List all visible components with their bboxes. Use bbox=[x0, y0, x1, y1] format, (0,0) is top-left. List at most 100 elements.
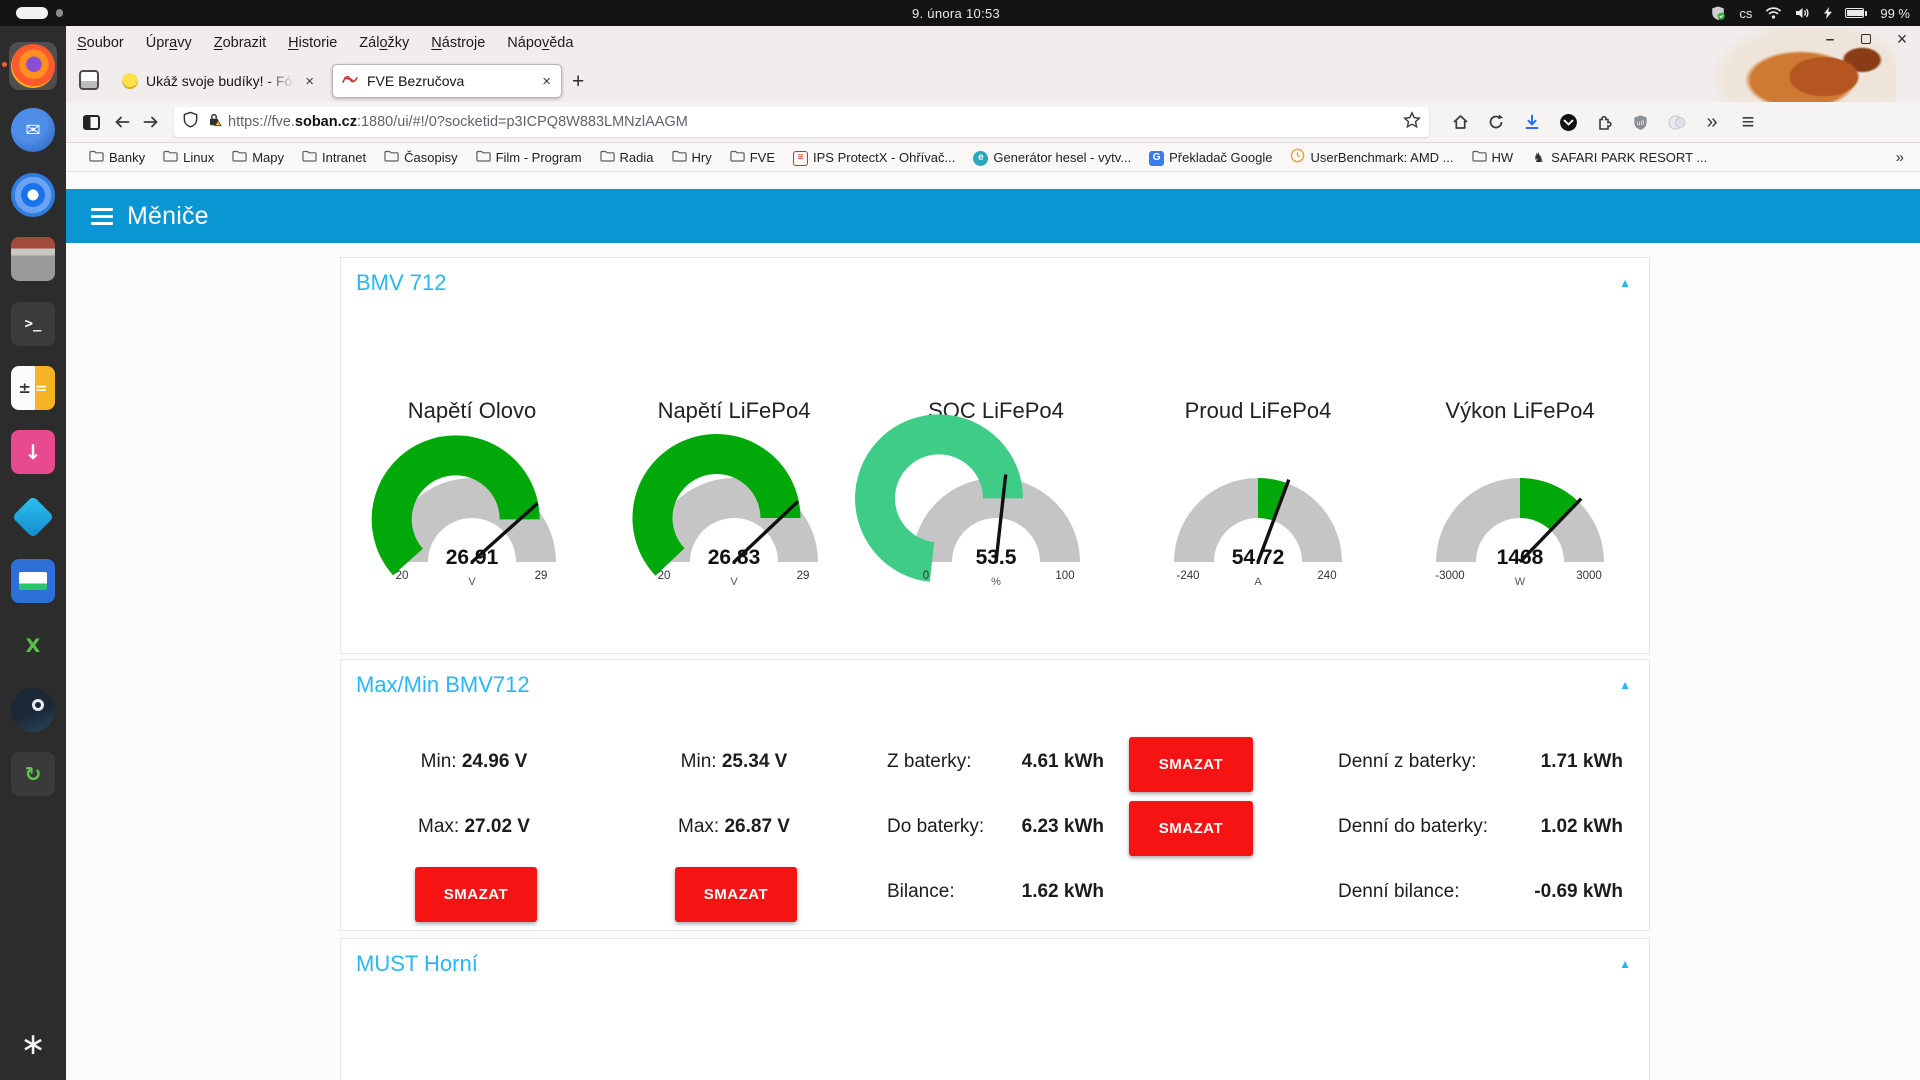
collapse-arrow-icon[interactable]: ▲ bbox=[1619, 957, 1631, 971]
sidebar-toggle-icon[interactable] bbox=[76, 108, 106, 136]
folder-icon bbox=[600, 149, 615, 166]
bookmark-item-safari-park-resort[interactable]: ♞ SAFARI PARK RESORT ... bbox=[1522, 150, 1716, 165]
bookmark-label: Generátor hesel - vytv... bbox=[993, 150, 1131, 165]
smazat-button-z-baterky[interactable]: SMAZAT bbox=[1129, 737, 1253, 792]
dock-item-system-monitor[interactable] bbox=[9, 557, 57, 605]
url-text[interactable]: https://fve.soban.cz:1880/ui/#!/0?socket… bbox=[228, 114, 1403, 130]
reload-icon[interactable] bbox=[1481, 108, 1511, 136]
bookmark-item-hw[interactable]: HW bbox=[1463, 149, 1523, 166]
bookmark-item-fve[interactable]: FVE bbox=[721, 149, 784, 166]
forward-icon[interactable] bbox=[136, 108, 166, 136]
bookmark-item-hry[interactable]: Hry bbox=[663, 149, 721, 166]
hamburger-menu-icon[interactable] bbox=[91, 208, 113, 225]
gauge-unit: A bbox=[1127, 576, 1389, 588]
bookmark-item-radia[interactable]: Radia bbox=[591, 149, 663, 166]
folder-icon bbox=[384, 149, 399, 166]
keyboard-layout-indicator: cs bbox=[1739, 6, 1752, 21]
bookmark-label: FVE bbox=[750, 150, 775, 165]
bookmark-star-icon[interactable] bbox=[1403, 111, 1421, 134]
section-title-maxmin: Max/Min BMV712 bbox=[356, 672, 530, 698]
bookmark-item-linux[interactable]: Linux bbox=[154, 149, 223, 166]
firefox-view-icon[interactable] bbox=[79, 70, 99, 90]
bookmark-item-banky[interactable]: Banky bbox=[80, 149, 154, 166]
bookmark-label: HW bbox=[1492, 150, 1514, 165]
overflow-chevrons-icon[interactable]: » bbox=[1697, 108, 1727, 136]
ublock-origin-icon[interactable]: u0 bbox=[1625, 108, 1655, 136]
minimize-button[interactable]: – bbox=[1822, 31, 1838, 47]
calculator-icon: ±= bbox=[11, 366, 55, 410]
gauge-value: 54.72 bbox=[1127, 546, 1389, 570]
dock-item-show-applications[interactable]: ∗ bbox=[9, 1020, 57, 1068]
menu-bar: SouborÚpravyZobrazitHistorieZáložkyNástr… bbox=[66, 26, 1920, 60]
denni-bilance-value: -0.69 kWh bbox=[1423, 881, 1623, 907]
maximize-button[interactable] bbox=[1858, 31, 1874, 47]
pocket-icon[interactable] bbox=[1553, 108, 1583, 136]
menu-item[interactable]: Historie bbox=[277, 35, 348, 51]
charging-bolt-icon bbox=[1824, 7, 1832, 19]
tab-forum[interactable]: Ukáž svoje budíky! - Fórum × bbox=[114, 64, 324, 98]
tracking-shield-icon[interactable] bbox=[182, 111, 199, 133]
smazat-button-do-baterky[interactable]: SMAZAT bbox=[1129, 801, 1253, 856]
app-menu-icon[interactable]: ≡ bbox=[1733, 108, 1763, 136]
tab-close-icon[interactable]: × bbox=[303, 73, 316, 90]
bookmark-item-ips-protectx-oh-va[interactable]: ≡ IPS ProtectX - Ohřívač... bbox=[784, 148, 964, 166]
menu-item[interactable]: Záložky bbox=[348, 35, 420, 51]
dock-item-calculator[interactable]: ±= bbox=[9, 364, 57, 412]
dock-item-software-updater[interactable]: ↻ bbox=[9, 750, 57, 798]
tab-title: Ukáž svoje budíky! - Fórum bbox=[146, 73, 295, 89]
bookmark-label: Film - Program bbox=[496, 150, 582, 165]
wifi-icon bbox=[1765, 6, 1782, 20]
dock-item-firefox[interactable] bbox=[9, 42, 57, 90]
system-tray[interactable]: cs 99 % bbox=[1710, 0, 1910, 26]
bookmark-item-film-program[interactable]: Film - Program bbox=[467, 149, 591, 166]
dock-item-thunderbird[interactable]: ✉ bbox=[9, 106, 57, 154]
close-button[interactable]: × bbox=[1894, 31, 1910, 47]
collapse-arrow-icon[interactable]: ▲ bbox=[1619, 276, 1631, 290]
url-bar[interactable]: https://fve.soban.cz:1880/ui/#!/0?socket… bbox=[174, 107, 1429, 137]
extensions-puzzle-icon[interactable] bbox=[1589, 108, 1619, 136]
new-tab-button[interactable]: + bbox=[572, 70, 584, 94]
bookmark-item-userbenchmark-amd[interactable]: UserBenchmark: AMD ... bbox=[1281, 148, 1462, 166]
bookmarks-overflow-icon[interactable]: » bbox=[1896, 149, 1904, 166]
tab-close-icon[interactable]: × bbox=[540, 73, 553, 90]
ghostery-icon[interactable] bbox=[1661, 108, 1691, 136]
collapse-arrow-icon[interactable]: ▲ bbox=[1619, 678, 1631, 692]
battery-percent-label: 99 % bbox=[1880, 6, 1910, 21]
thunderbird-icon: ✉ bbox=[11, 108, 55, 152]
smazat-button-lifepo4[interactable]: SMAZAT bbox=[675, 867, 797, 922]
downloads-icon[interactable] bbox=[1517, 108, 1547, 136]
dock-item-kodi[interactable] bbox=[9, 493, 57, 541]
firefox-icon bbox=[11, 44, 55, 88]
menu-item[interactable]: Soubor bbox=[66, 35, 135, 51]
smazat-button-olovo[interactable]: SMAZAT bbox=[415, 867, 537, 922]
bookmark-item-gener-tor-hesel-vytv[interactable]: e Generátor hesel - vytv... bbox=[964, 148, 1140, 166]
gauge-proud-lifepo4: Proud LiFePo454.72-240240A bbox=[1127, 398, 1389, 608]
menu-item[interactable]: Úpravy bbox=[135, 35, 203, 51]
gauge-napeti-olovo: Napětí Olovo26.912029V bbox=[341, 398, 603, 608]
bookmarks-toolbar: Banky Linux Mapy Intranet Časopisy Film … bbox=[66, 143, 1920, 172]
tab-fve-bezrucova-active[interactable]: FVE Bezručova × bbox=[332, 64, 562, 98]
svg-text:u0: u0 bbox=[1636, 119, 1644, 126]
gauge-title: Napětí Olovo bbox=[341, 398, 603, 424]
bookmark-item-mapy[interactable]: Mapy bbox=[223, 149, 293, 166]
dock-item-package-installer[interactable]: ↓ bbox=[9, 428, 57, 476]
menu-item[interactable]: Zobrazit bbox=[203, 35, 277, 51]
dock-item-chromium[interactable] bbox=[9, 171, 57, 219]
menu-item[interactable]: Nástroje bbox=[420, 35, 496, 51]
dock-item-steam[interactable] bbox=[9, 686, 57, 734]
bookmark-item-asopisy[interactable]: Časopisy bbox=[375, 149, 466, 166]
menu-item[interactable]: Nápověda bbox=[496, 35, 584, 51]
system-clock[interactable]: 9. února 10:53 bbox=[0, 6, 1000, 21]
bookmark-label: Překladač Google bbox=[1169, 150, 1272, 165]
lock-warning-icon[interactable] bbox=[206, 111, 222, 133]
bookmark-item-intranet[interactable]: Intranet bbox=[293, 149, 375, 166]
dock-item-terminal[interactable]: >_ bbox=[9, 300, 57, 348]
folder-icon bbox=[302, 149, 317, 166]
bookmark-item-p-eklada-google[interactable]: G Překladač Google bbox=[1140, 148, 1281, 166]
home-icon[interactable] bbox=[1445, 108, 1475, 136]
back-icon[interactable] bbox=[106, 108, 136, 136]
dock-item-files[interactable] bbox=[9, 235, 57, 283]
gauge-title: Proud LiFePo4 bbox=[1127, 398, 1389, 424]
dock-item-green-x-app[interactable]: X bbox=[9, 622, 57, 670]
software-updater-icon: ↻ bbox=[11, 752, 55, 796]
